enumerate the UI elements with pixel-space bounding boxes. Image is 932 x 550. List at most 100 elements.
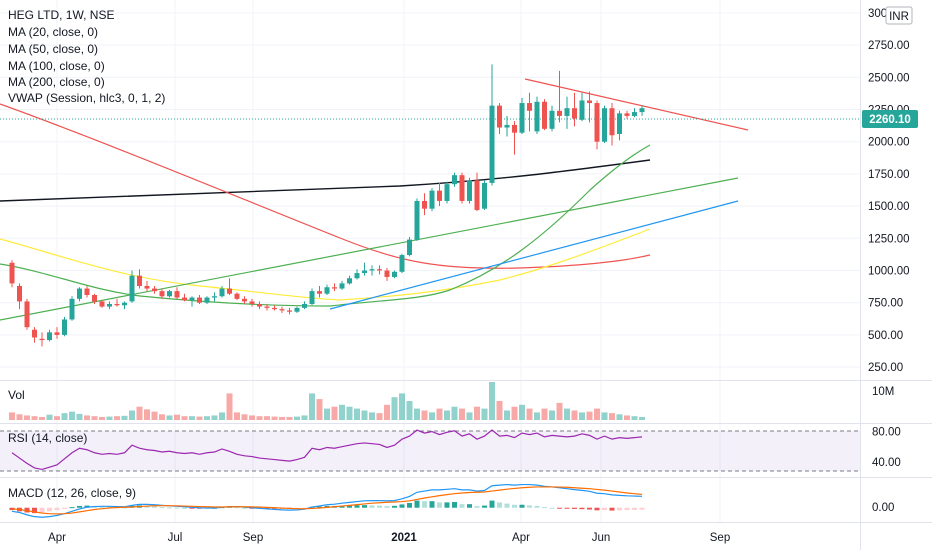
volume-bar bbox=[331, 406, 338, 420]
volume-bar bbox=[76, 413, 83, 420]
symbol-title[interactable]: HEG LTD, 1W, NSE bbox=[8, 8, 114, 22]
volume-bar bbox=[571, 410, 578, 420]
volume-bar bbox=[114, 416, 120, 420]
candle-body bbox=[144, 285, 150, 289]
legend-ma-50[interactable]: MA (50, close, 0) bbox=[8, 42, 98, 56]
macd-pane-label[interactable]: MACD (12, 26, close, 9) bbox=[8, 486, 136, 500]
macd-histogram-bar bbox=[519, 504, 525, 508]
candle-body bbox=[137, 275, 142, 286]
volume-bar bbox=[241, 414, 248, 420]
candle-body bbox=[624, 113, 630, 116]
candle-body bbox=[47, 332, 52, 341]
legend: HEG LTD, 1W, NSE MA (20, close, 0) MA (5… bbox=[8, 8, 165, 105]
time-axis[interactable]: Apr Jul Sep 2021 Apr Jun Sep bbox=[48, 532, 730, 544]
macd-histogram-bar bbox=[174, 507, 180, 509]
volume-bar bbox=[54, 416, 60, 420]
volume-bar bbox=[586, 411, 593, 420]
volume-bar bbox=[511, 406, 518, 420]
candle-body bbox=[459, 175, 465, 201]
macd-histogram-bar bbox=[579, 507, 585, 510]
macd-histogram-bar bbox=[482, 505, 487, 508]
volume-bar bbox=[489, 382, 495, 420]
price-tick-label: 250.00 bbox=[868, 362, 903, 374]
volume-bar bbox=[271, 416, 278, 420]
volume-bar bbox=[474, 406, 480, 420]
macd-histogram-bar bbox=[452, 502, 457, 508]
macd-histogram-bar bbox=[347, 505, 352, 508]
volume-bar bbox=[579, 412, 585, 420]
trendline-red-resistance[interactable] bbox=[524, 78, 749, 131]
volume-bar bbox=[556, 402, 563, 420]
volume-bar bbox=[174, 414, 180, 420]
candle-body bbox=[482, 182, 487, 209]
macd-histogram-bar bbox=[437, 502, 442, 508]
volume-bar bbox=[601, 412, 608, 420]
candle-body bbox=[9, 262, 15, 284]
volume-bar bbox=[496, 401, 503, 420]
legend-ma-200[interactable]: MA (200, close, 0) bbox=[8, 75, 105, 89]
candle-body bbox=[339, 283, 345, 289]
trendline-green[interactable] bbox=[0, 177, 739, 321]
macd-histogram-bar bbox=[234, 507, 240, 509]
candle-body bbox=[294, 307, 300, 312]
legend-ma-100[interactable]: MA (100, close, 0) bbox=[8, 59, 105, 73]
macd-line bbox=[11, 483, 643, 518]
volume-pane-label[interactable]: Vol bbox=[8, 388, 25, 402]
candle-body bbox=[512, 124, 517, 133]
macd-histogram-bar bbox=[122, 507, 127, 509]
candle-body bbox=[159, 291, 165, 297]
volume-bar bbox=[564, 408, 570, 420]
candle-body bbox=[234, 293, 240, 299]
rsi-band bbox=[0, 431, 860, 471]
macd-histogram-bar bbox=[542, 507, 547, 509]
candle-body bbox=[69, 298, 75, 320]
volume-bar bbox=[631, 416, 638, 420]
volume-bar bbox=[541, 408, 548, 420]
currency-button[interactable] bbox=[885, 6, 913, 25]
macd-histogram-bar bbox=[152, 506, 157, 508]
legend-ma-20[interactable]: MA (20, close, 0) bbox=[8, 25, 98, 39]
trendline-blue[interactable] bbox=[329, 200, 739, 310]
candle-body bbox=[377, 269, 382, 271]
macd-histogram-bar bbox=[99, 506, 105, 508]
rsi-pane-label[interactable]: RSI (14, close) bbox=[8, 431, 87, 445]
volume-group bbox=[9, 382, 645, 420]
macd-axis-tick: 0.00 bbox=[872, 502, 894, 514]
volume-bar bbox=[136, 406, 143, 420]
candle-body bbox=[302, 304, 307, 308]
currency-label[interactable]: INR bbox=[889, 11, 909, 23]
macd-group bbox=[9, 483, 645, 518]
macd-histogram-bar bbox=[572, 507, 577, 509]
candle-body bbox=[489, 105, 495, 183]
macd-histogram-bar bbox=[624, 507, 630, 511]
candle-body bbox=[204, 297, 210, 303]
candle-body bbox=[182, 297, 187, 301]
time-tick-label: Apr bbox=[48, 532, 66, 544]
candle-body bbox=[92, 294, 97, 302]
volume-bar bbox=[414, 408, 420, 420]
volume-bar bbox=[316, 399, 323, 420]
macd-histogram-bar bbox=[107, 506, 112, 508]
candle-body bbox=[639, 108, 645, 113]
macd-histogram-bar bbox=[459, 504, 465, 508]
time-tick-label: Sep bbox=[710, 532, 730, 544]
macd-histogram-bar bbox=[594, 507, 600, 511]
volume-axis-tick: 10M bbox=[872, 386, 894, 398]
macd-histogram-bar bbox=[54, 507, 60, 511]
candle-body bbox=[197, 297, 202, 303]
macd-histogram-bar bbox=[39, 507, 45, 513]
price-tick-label: 2000.00 bbox=[868, 137, 910, 149]
price-tick-label: 1250.00 bbox=[868, 233, 910, 245]
legend-vwap[interactable]: VWAP (Session, hlc3, 0, 1, 2) bbox=[8, 91, 165, 105]
candle-body bbox=[444, 184, 450, 201]
macd-histogram-bar bbox=[549, 507, 555, 509]
macd-histogram-bar bbox=[32, 507, 37, 514]
volume-bar bbox=[429, 412, 435, 420]
macd-histogram-bar bbox=[144, 505, 150, 508]
price-axis[interactable]: 3000.002750.002500.002250.002000.001750.… bbox=[868, 8, 910, 374]
rsi-line bbox=[11, 429, 643, 471]
macd-histogram-bar bbox=[422, 501, 427, 508]
macd-histogram-bar bbox=[392, 505, 397, 508]
macd-histogram-bar bbox=[429, 501, 435, 508]
candle-body bbox=[534, 101, 540, 132]
